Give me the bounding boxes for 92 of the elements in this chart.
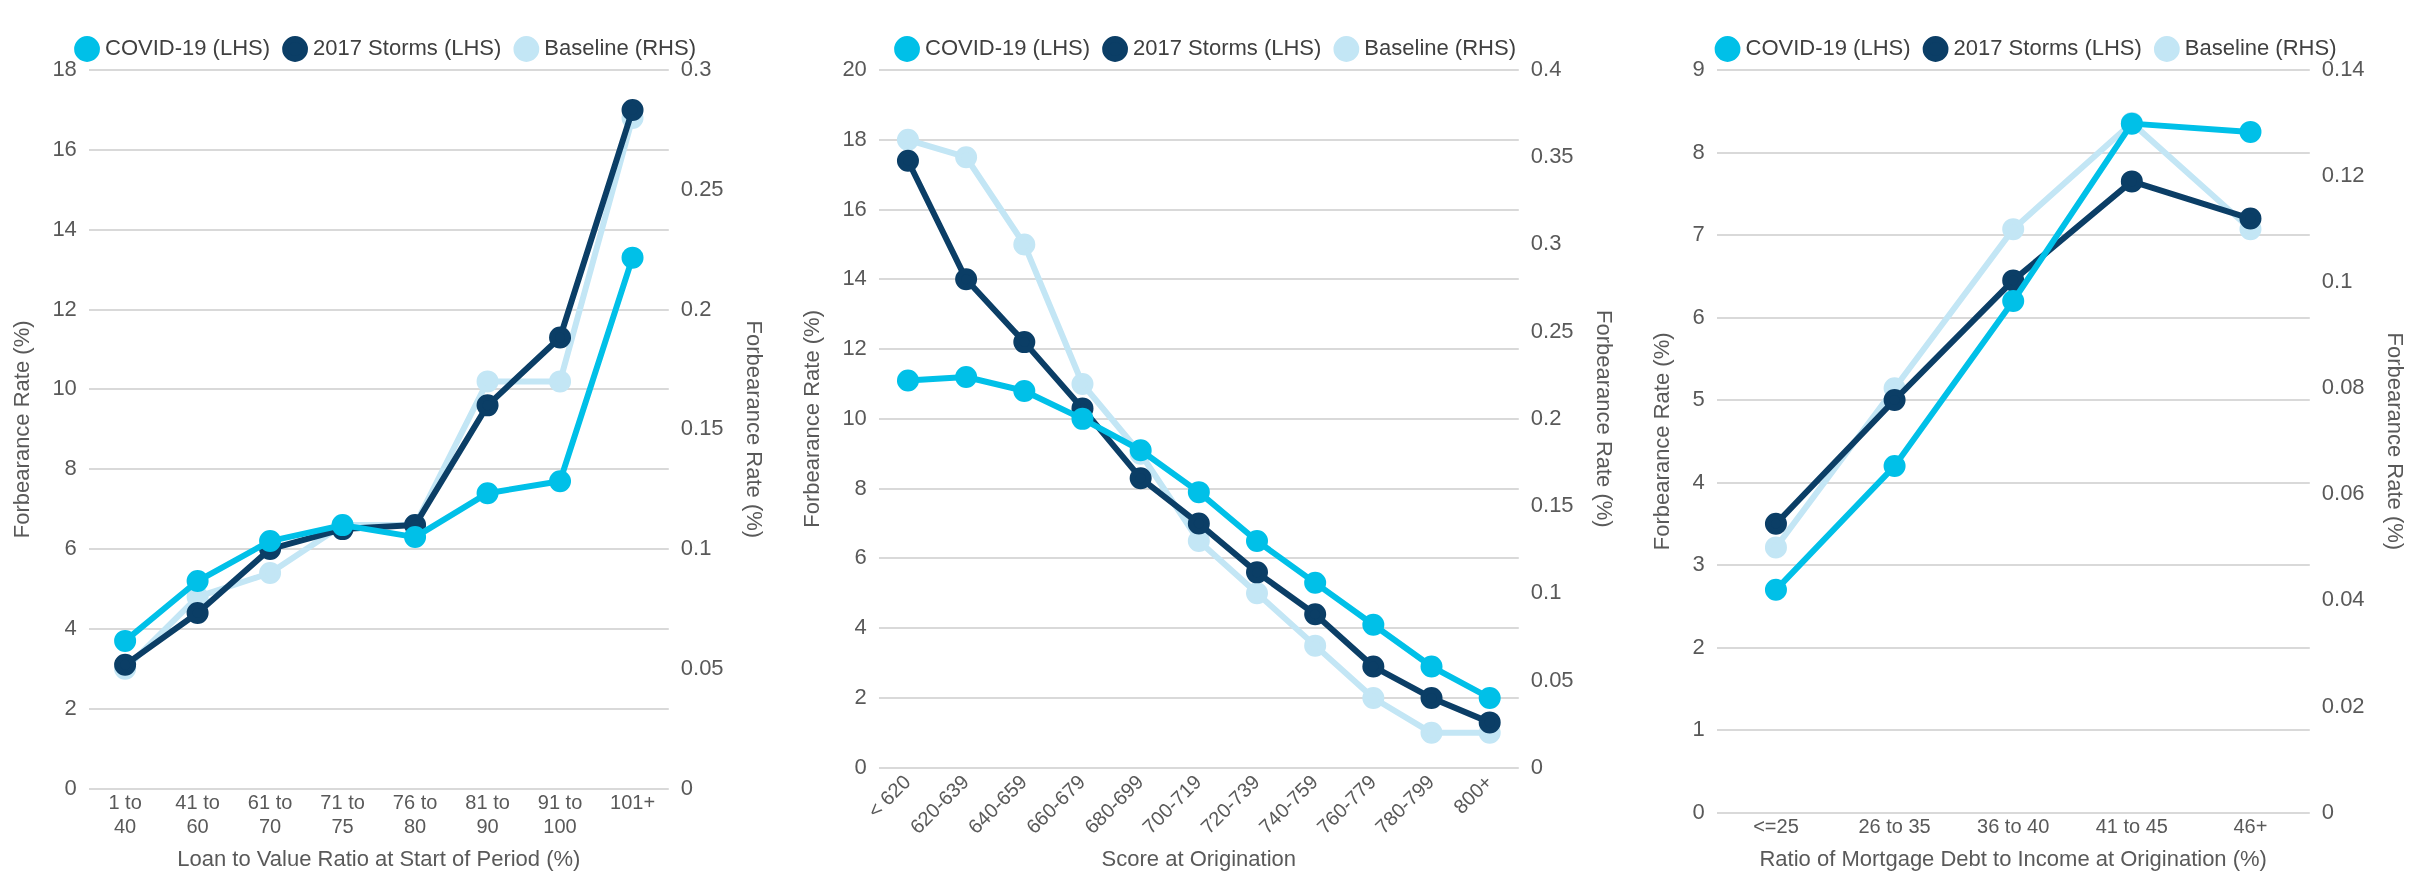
category-label: 80: [403, 815, 427, 838]
y2-tick-label: 0.15: [1530, 492, 1574, 518]
y2-tick-label: 0.05: [680, 654, 724, 680]
y-axis-title: Forbearance Rate (%): [799, 310, 825, 528]
y-tick-label: 16: [52, 135, 77, 161]
category-label: 41 to: [175, 791, 220, 814]
y-tick-label: 8: [1692, 138, 1705, 164]
legend-label: 2017 Storms (LHS): [1953, 35, 2142, 61]
y-tick-label: 8: [64, 455, 77, 481]
y-tick-label: 10: [52, 375, 77, 401]
x-tick-label: 41 to 45: [2095, 815, 2168, 838]
y2-tick-label: 0.15: [680, 415, 724, 441]
x-tick-label: <=25: [1753, 815, 1799, 838]
category-label: 40: [113, 815, 137, 838]
y2-tick-label: 0.1: [1530, 579, 1562, 605]
y-tick-label: 2: [64, 694, 77, 720]
y2-axis-title: Forbearance Rate (%): [1591, 310, 1617, 528]
y-tick-label: 5: [1692, 386, 1705, 412]
y-tick-label: 12: [842, 335, 867, 361]
y-tick-label: 6: [1692, 303, 1705, 329]
y2-tick-label: 0.3: [1530, 230, 1562, 256]
y-tick-label: 10: [842, 404, 867, 430]
y2-tick-label: 0.06: [2321, 480, 2365, 506]
x-tick-label: 101+: [610, 791, 656, 814]
y-axis-title: Forbearance Rate (%): [9, 320, 35, 539]
y-tick-label: 0: [64, 774, 77, 800]
y-tick-label: 4: [1692, 468, 1705, 494]
category-label: 1 to: [108, 791, 142, 814]
y2-tick-label: 0: [2321, 798, 2335, 824]
category-label: 71 to: [320, 791, 365, 814]
y2-tick-label: 0: [1530, 753, 1544, 779]
y-tick-label: 6: [854, 544, 867, 570]
y-tick-label: 18: [52, 56, 77, 82]
legend-label: 2017 Storms (LHS): [313, 35, 502, 61]
y-tick-label: 1: [1692, 716, 1705, 742]
y-tick-label: 18: [842, 125, 867, 151]
y-tick-label: 4: [64, 614, 77, 640]
x-axis-title: Score at Origination: [1101, 845, 1297, 871]
y2-tick-label: 0.1: [2321, 268, 2353, 294]
legend-label: COVID-19 (LHS): [1745, 35, 1911, 61]
category-label: 75: [331, 815, 354, 838]
y-tick-label: 0: [1692, 798, 1705, 824]
y-tick-label: 14: [842, 265, 867, 291]
y-tick-label: 2: [1692, 633, 1705, 659]
y2-tick-label: 0.05: [1530, 666, 1574, 692]
category-label: 76 to: [392, 791, 438, 814]
y2-tick-label: 0.25: [1530, 317, 1574, 343]
y-tick-label: 12: [52, 295, 77, 321]
category-label: 60: [186, 815, 209, 838]
y2-tick-label: 0.2: [680, 295, 712, 321]
legend-label: Baseline (RHS): [2184, 35, 2337, 61]
y2-tick-label: 0: [680, 774, 694, 800]
y2-tick-label: 0.04: [2321, 586, 2365, 612]
category-label: 90: [476, 815, 499, 838]
y-tick-label: 20: [842, 56, 867, 82]
legend-label: 2017 Storms (LHS): [1133, 35, 1322, 61]
y-tick-label: 7: [1692, 221, 1705, 247]
y2-tick-label: 0.35: [1530, 143, 1574, 169]
legend-label: COVID-19 (LHS): [105, 35, 271, 61]
y-tick-label: 9: [1692, 56, 1705, 82]
legend-label: Baseline (RHS): [1364, 35, 1516, 61]
x-tick-label: 26 to 35: [1858, 815, 1931, 838]
category-label: 70: [258, 815, 282, 838]
y-tick-label: 4: [854, 614, 867, 640]
y2-tick-label: 0.25: [680, 175, 724, 201]
y-axis-title: Forbearance Rate (%): [1649, 332, 1675, 551]
y-tick-label: 2: [854, 684, 867, 710]
legend-label: Baseline (RHS): [544, 35, 696, 61]
x-tick-label: 800+: [1449, 770, 1497, 818]
x-tick-label: 46+: [2233, 815, 2268, 838]
y2-axis-title: Forbearance Rate (%): [741, 320, 767, 539]
y-tick-label: 6: [64, 535, 77, 561]
y-tick-label: 14: [52, 215, 77, 241]
y2-tick-label: 0.12: [2321, 162, 2365, 188]
y2-tick-label: 0.08: [2321, 374, 2365, 400]
y-tick-label: 3: [1692, 551, 1705, 577]
y-tick-label: 8: [854, 474, 867, 500]
x-axis-title: Ratio of Mortgage Debt to Income at Origination (%): [1759, 845, 2267, 871]
y2-axis-title: Forbearance Rate (%): [2382, 332, 2408, 551]
category-label: 91 to: [537, 791, 583, 814]
category-label: 81 to: [465, 791, 510, 814]
category-label: 100: [543, 815, 577, 838]
y-tick-label: 0: [854, 753, 867, 779]
y-tick-label: 16: [842, 195, 867, 221]
y2-tick-label: 0.2: [1530, 404, 1562, 430]
legend-label: COVID-19 (LHS): [925, 35, 1091, 61]
x-tick-label: 36 to 40: [1977, 815, 2050, 838]
y2-tick-label: 0.4: [1530, 56, 1562, 82]
y2-tick-label: 0.02: [2321, 692, 2365, 718]
y2-tick-label: 0.1: [680, 535, 712, 561]
x-axis-title: Loan to Value Ratio at Start of Period (%): [177, 845, 581, 871]
category-label: 61 to: [247, 791, 293, 814]
